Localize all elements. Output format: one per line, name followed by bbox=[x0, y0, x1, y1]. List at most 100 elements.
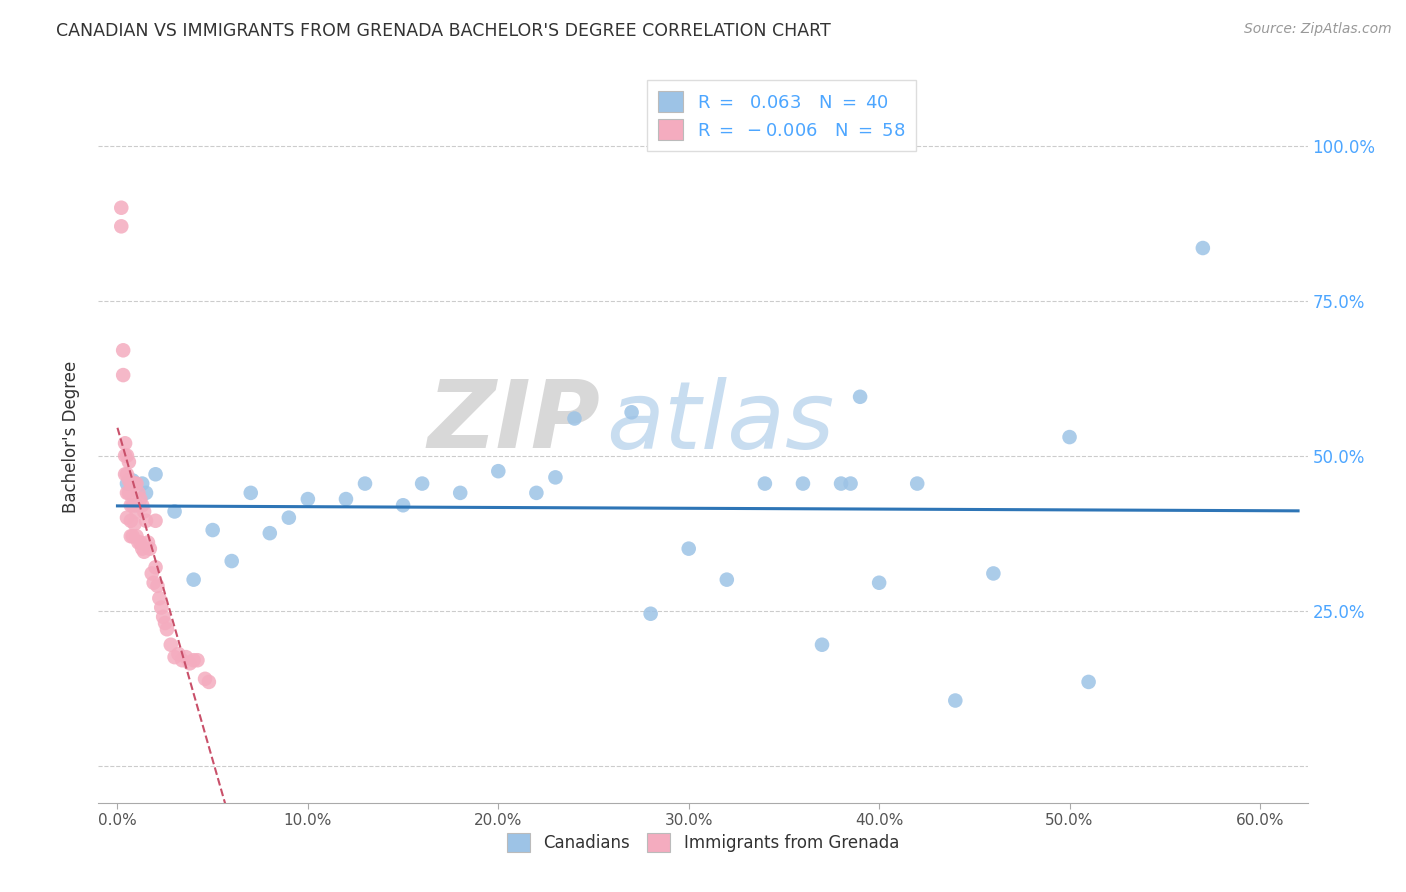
Point bbox=[125, 476, 148, 491]
Point bbox=[754, 476, 776, 491]
Text: CANADIAN VS IMMIGRANTS FROM GRENADA BACHELOR'S DEGREE CORRELATION CHART: CANADIAN VS IMMIGRANTS FROM GRENADA BACH… bbox=[56, 22, 831, 40]
Point bbox=[141, 566, 163, 581]
Point bbox=[134, 504, 156, 518]
Point bbox=[163, 504, 186, 518]
Point bbox=[120, 529, 142, 543]
Point bbox=[198, 674, 221, 689]
Text: atlas: atlas bbox=[606, 377, 835, 468]
Point bbox=[145, 560, 167, 574]
Point bbox=[524, 486, 547, 500]
Point bbox=[114, 449, 136, 463]
Point bbox=[131, 498, 153, 512]
Point bbox=[277, 510, 299, 524]
Point bbox=[830, 476, 852, 491]
Point bbox=[115, 467, 138, 482]
Point bbox=[868, 575, 890, 590]
Legend: Canadians, Immigrants from Grenada: Canadians, Immigrants from Grenada bbox=[499, 824, 907, 860]
Point bbox=[297, 491, 319, 506]
Point bbox=[183, 573, 205, 587]
Point bbox=[716, 573, 738, 587]
Point bbox=[179, 657, 201, 671]
Point bbox=[839, 476, 862, 491]
Point bbox=[449, 486, 471, 500]
Point bbox=[110, 201, 132, 215]
Point bbox=[172, 653, 194, 667]
Point bbox=[120, 514, 142, 528]
Point bbox=[124, 476, 146, 491]
Point bbox=[124, 498, 146, 512]
Point bbox=[201, 523, 224, 537]
Point bbox=[139, 541, 162, 556]
Point bbox=[167, 647, 190, 661]
Point bbox=[564, 411, 586, 425]
Point bbox=[792, 476, 814, 491]
Point bbox=[411, 476, 433, 491]
Point bbox=[239, 486, 262, 500]
Point bbox=[156, 622, 179, 636]
Point bbox=[129, 535, 152, 549]
Point bbox=[145, 514, 167, 528]
Point bbox=[194, 672, 217, 686]
Point bbox=[121, 474, 143, 488]
Point bbox=[115, 449, 138, 463]
Point bbox=[163, 650, 186, 665]
Point bbox=[121, 498, 143, 512]
Point bbox=[120, 476, 142, 491]
Point bbox=[354, 476, 377, 491]
Point bbox=[148, 591, 170, 606]
Point bbox=[135, 514, 157, 528]
Y-axis label: Bachelor's Degree: Bachelor's Degree bbox=[62, 361, 80, 513]
Point bbox=[392, 498, 415, 512]
Point bbox=[125, 504, 148, 518]
Point bbox=[174, 650, 197, 665]
Point bbox=[121, 529, 143, 543]
Point bbox=[135, 486, 157, 500]
Point bbox=[811, 638, 834, 652]
Point bbox=[943, 693, 966, 707]
Point bbox=[131, 541, 153, 556]
Point bbox=[849, 390, 872, 404]
Point bbox=[150, 600, 173, 615]
Point bbox=[125, 498, 148, 512]
Point bbox=[1192, 241, 1215, 255]
Point bbox=[486, 464, 509, 478]
Point bbox=[678, 541, 700, 556]
Text: ZIP: ZIP bbox=[427, 376, 600, 468]
Point bbox=[146, 579, 169, 593]
Point bbox=[620, 405, 643, 419]
Point bbox=[544, 470, 567, 484]
Point bbox=[127, 535, 149, 549]
Point bbox=[112, 343, 135, 358]
Point bbox=[115, 510, 138, 524]
Point bbox=[127, 486, 149, 500]
Point bbox=[145, 467, 167, 482]
Point bbox=[110, 219, 132, 234]
Point bbox=[152, 610, 174, 624]
Text: Source: ZipAtlas.com: Source: ZipAtlas.com bbox=[1244, 22, 1392, 37]
Point bbox=[129, 491, 152, 506]
Point bbox=[124, 516, 146, 531]
Point bbox=[1077, 674, 1099, 689]
Point bbox=[114, 467, 136, 482]
Point bbox=[115, 476, 138, 491]
Point bbox=[142, 575, 165, 590]
Point bbox=[640, 607, 662, 621]
Point bbox=[118, 455, 141, 469]
Point bbox=[153, 615, 176, 630]
Point bbox=[136, 535, 159, 549]
Point bbox=[125, 529, 148, 543]
Point bbox=[221, 554, 243, 568]
Point bbox=[121, 476, 143, 491]
Point bbox=[1059, 430, 1081, 444]
Point bbox=[118, 474, 141, 488]
Point bbox=[131, 476, 153, 491]
Point bbox=[159, 638, 181, 652]
Point bbox=[112, 368, 135, 383]
Point bbox=[186, 653, 208, 667]
Point bbox=[118, 486, 141, 500]
Point bbox=[114, 436, 136, 450]
Point bbox=[335, 491, 357, 506]
Point bbox=[183, 653, 205, 667]
Point bbox=[905, 476, 928, 491]
Point bbox=[134, 545, 156, 559]
